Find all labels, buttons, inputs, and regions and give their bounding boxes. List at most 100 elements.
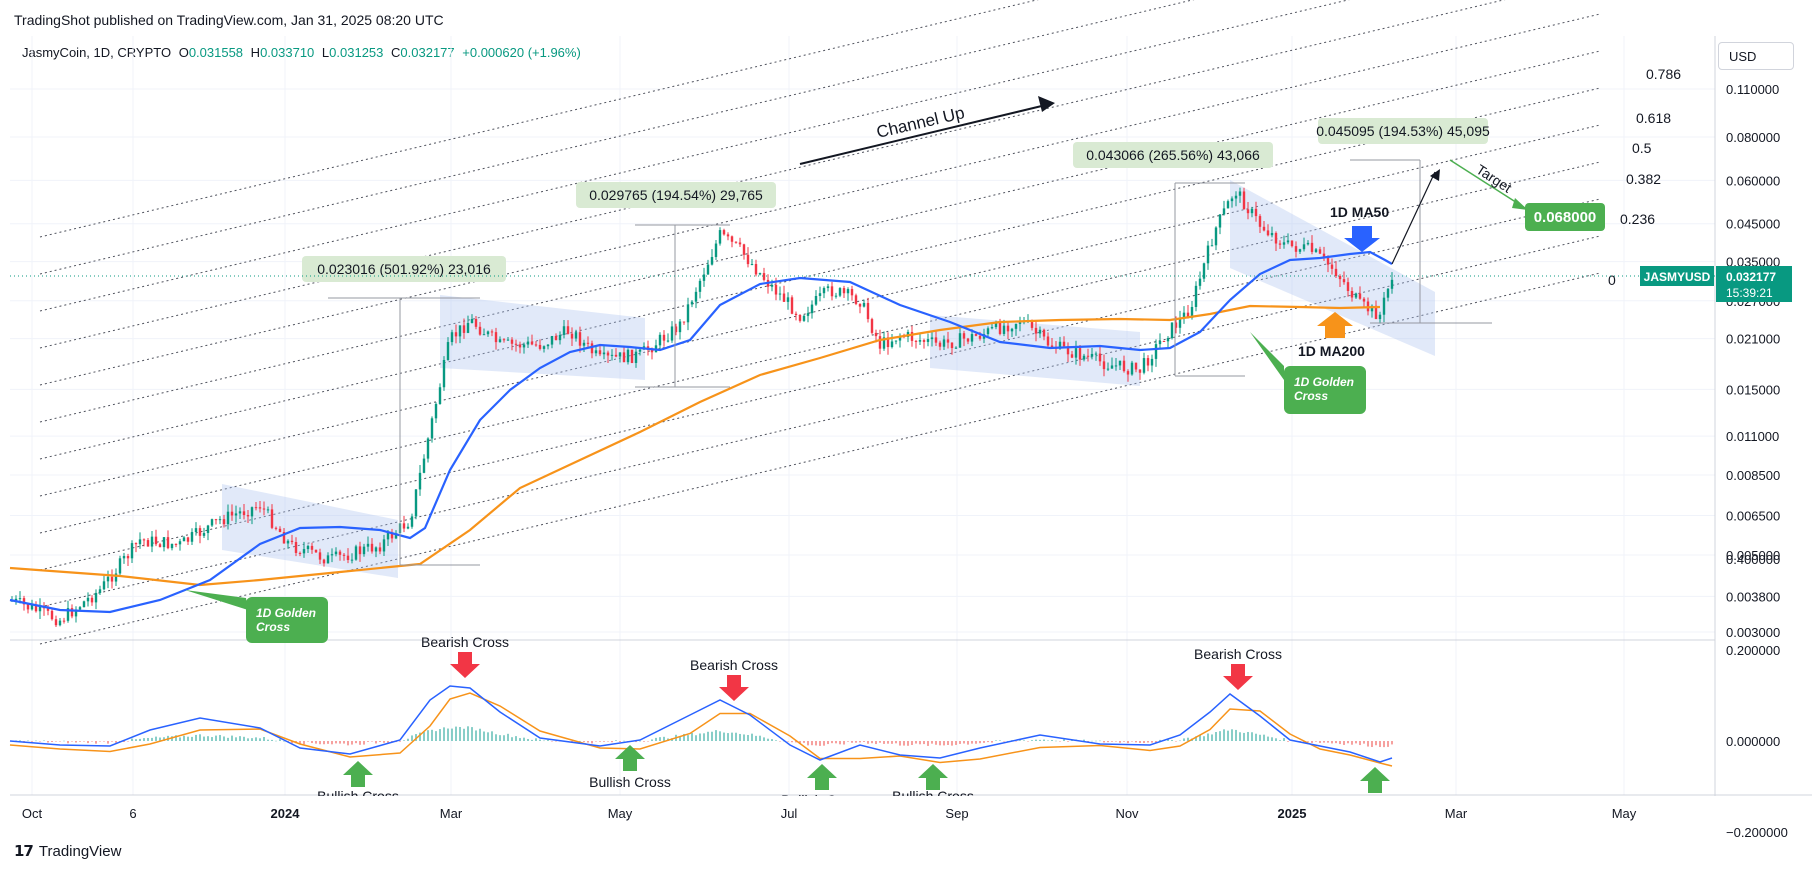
macd-bar — [1391, 741, 1393, 745]
time-tick-2: 2024 — [271, 806, 301, 821]
candle-body — [170, 543, 174, 549]
candle-body — [1266, 230, 1270, 236]
candle-body — [922, 340, 926, 342]
candle-body — [918, 340, 922, 342]
candle-body — [246, 515, 250, 517]
candle-body — [1074, 348, 1078, 358]
ohlc-legend: JasmyCoin, 1D, CRYPTO O0.031558 H0.03371… — [22, 45, 581, 60]
macd-bar — [555, 741, 557, 742]
last-price-badge: JASMYUSD 0.032177 15:39:21 — [10, 266, 1792, 302]
candle-body — [790, 297, 794, 314]
candle-body — [1010, 328, 1014, 332]
macd-bar — [887, 741, 889, 744]
candle-body — [1310, 242, 1314, 252]
macd-bar — [419, 732, 421, 741]
candle-body — [38, 605, 42, 612]
macd-bar — [1199, 734, 1201, 741]
candle-body — [1346, 282, 1350, 292]
macd-bar — [915, 741, 917, 744]
macd-bar — [755, 735, 757, 741]
macd-tick-2: 0.000000 — [1726, 734, 1780, 749]
candle-body — [1106, 368, 1110, 370]
bearish-arrow-2 — [719, 675, 749, 701]
macd-bar — [211, 737, 213, 741]
candle-body — [738, 242, 742, 245]
macd-bar — [319, 741, 321, 745]
candle-body — [1210, 245, 1214, 247]
candle-body — [150, 536, 154, 547]
candle-body — [290, 540, 294, 543]
macd-bar — [1107, 741, 1109, 743]
candle-body — [786, 297, 790, 302]
macd-bar — [595, 741, 597, 742]
candle-body — [74, 609, 78, 617]
macd-bar — [1223, 729, 1225, 741]
macd-bar — [43, 740, 45, 742]
candle-body — [106, 576, 110, 582]
candle-body — [158, 544, 162, 548]
macd-bar — [267, 739, 269, 741]
macd-bar — [651, 739, 653, 741]
candle-body — [770, 284, 774, 287]
macd-bar — [1315, 741, 1317, 742]
macd-bar — [1083, 739, 1085, 741]
macd-bar — [643, 741, 645, 742]
currency-selector[interactable]: USD — [1718, 42, 1794, 70]
macd-bar — [623, 740, 625, 742]
macd-bar — [919, 741, 921, 745]
macd-bar — [163, 737, 165, 741]
candle-body — [550, 335, 554, 345]
macd-bar — [599, 741, 601, 742]
candle-body — [574, 332, 578, 339]
candle-body — [182, 537, 186, 542]
macd-bar — [491, 731, 493, 741]
macd-bar — [179, 737, 181, 741]
footer-brand[interactable]: 𝟭𝟳 TradingView — [14, 842, 121, 861]
macd-bar — [511, 737, 513, 741]
macd-bar — [75, 741, 77, 743]
macd-bar — [271, 739, 273, 741]
candle-body — [90, 597, 94, 603]
candle-body — [154, 536, 158, 545]
macd-bar — [1195, 736, 1197, 741]
macd-bar — [647, 741, 649, 742]
candle-body — [1242, 191, 1246, 210]
macd-bar — [71, 741, 73, 742]
macd-bar — [615, 740, 617, 741]
candle-body — [1198, 278, 1202, 286]
candle-body — [1110, 365, 1114, 369]
macd-bar — [1283, 738, 1285, 741]
candle-body — [1082, 355, 1086, 360]
macd-bar — [779, 741, 781, 742]
macd-bar — [343, 741, 345, 744]
macd-bar — [35, 740, 37, 742]
macd-bar — [411, 735, 413, 741]
candle-body — [26, 604, 30, 610]
macd-bar — [1355, 741, 1357, 744]
macd-bar — [1003, 741, 1005, 742]
candle-body — [718, 230, 722, 244]
macd-bar — [611, 741, 613, 743]
candle-body — [394, 533, 398, 539]
macd-bar — [143, 738, 145, 741]
candle-body — [242, 511, 246, 516]
macd-bar — [1215, 732, 1217, 741]
macd-bar — [759, 735, 761, 741]
macd-bar — [291, 741, 293, 744]
candle-body — [846, 289, 850, 294]
candle-body — [842, 288, 846, 294]
price-tick-6: 0.021000 — [1726, 332, 1780, 347]
candle-body — [1318, 249, 1322, 254]
macd-bar — [39, 741, 41, 742]
candle-body — [966, 338, 970, 342]
candle-body — [722, 230, 726, 235]
symbol-label[interactable]: JasmyCoin, 1D, CRYPTO — [22, 45, 172, 60]
candle-body — [1142, 358, 1146, 373]
macd-bar — [811, 741, 813, 746]
candle-body — [402, 523, 406, 529]
price-tick-7: 0.015000 — [1726, 382, 1780, 397]
candle-body — [778, 293, 782, 295]
candle-body — [614, 354, 618, 357]
candle-body — [666, 340, 670, 342]
